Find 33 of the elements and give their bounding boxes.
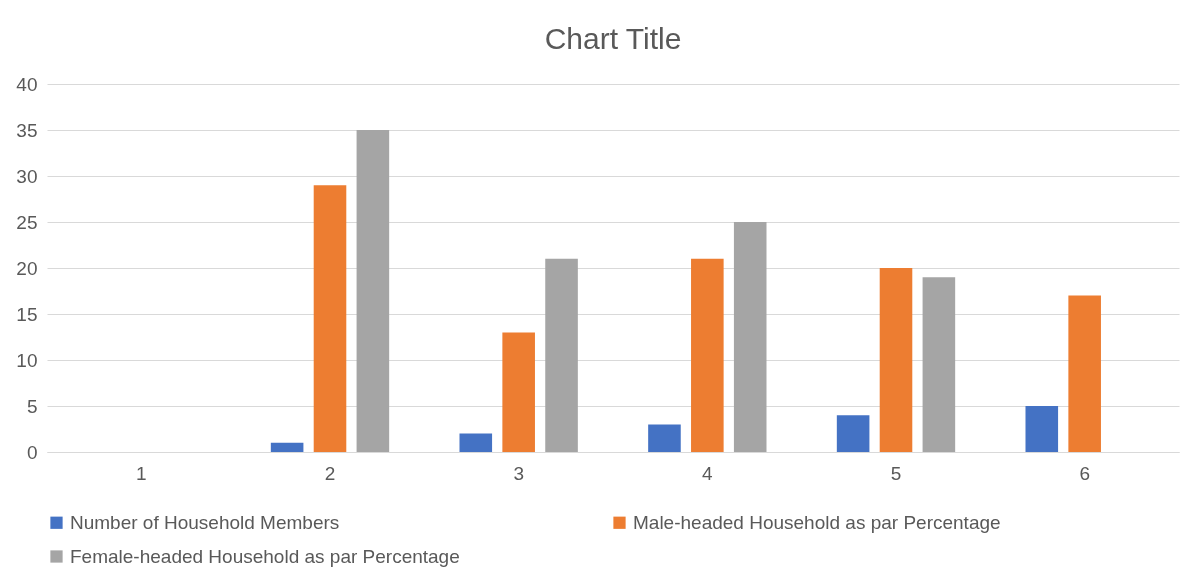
bar (459, 433, 493, 452)
x-tick-label: 3 (513, 462, 524, 484)
bar (879, 268, 913, 452)
bar (648, 424, 681, 452)
legend-label: Number of Household Members (70, 511, 340, 533)
bar (836, 415, 870, 452)
bar (313, 185, 347, 452)
y-tick-label: 10 (16, 349, 38, 371)
bar (1025, 406, 1059, 452)
y-tick-label: 30 (16, 165, 38, 187)
bar (270, 442, 304, 452)
y-tick-label: 15 (16, 303, 38, 325)
bar (922, 277, 956, 452)
legend-label: Male-headed Household as par Percentage (633, 511, 1001, 533)
chart-title: Chart Title (544, 22, 682, 55)
bar (1068, 295, 1101, 452)
bar (356, 130, 390, 452)
x-tick-label: 5 (890, 462, 902, 484)
y-tick-label: 40 (16, 73, 38, 95)
y-tick-label: 25 (16, 211, 38, 233)
bar (733, 222, 767, 452)
y-tick-label: 5 (26, 395, 38, 417)
bar (691, 258, 724, 452)
x-tick-label: 4 (702, 462, 714, 484)
x-tick-label: 1 (136, 462, 147, 484)
legend-label: Female-headed Household as par Percentage (70, 545, 460, 567)
x-tick-label: 6 (1079, 462, 1090, 484)
x-tick-label: 2 (324, 462, 336, 484)
y-tick-label: 0 (26, 441, 38, 463)
bar (545, 258, 578, 452)
y-tick-label: 20 (16, 257, 38, 279)
y-tick-label: 35 (16, 119, 38, 141)
bar (502, 332, 535, 452)
